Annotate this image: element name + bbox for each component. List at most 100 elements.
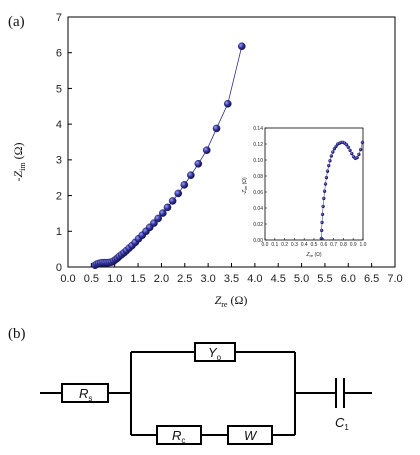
inset-x-tick-label: 0.8 [340,242,347,248]
inset-y-tick-label: 0.14 [253,126,263,132]
inset-x-tick-label: 0.6 [320,242,327,248]
inset-y-label-unit: (Ω) [242,177,248,184]
inset-x-tick-label: 1.0 [360,242,367,248]
inset-data-point [334,144,338,149]
inset-data-point [323,182,328,186]
main-y-label-sub: im [18,162,27,171]
inset-data-point [319,228,324,233]
main-y-tick-label: 7 [56,12,62,24]
rs-label: Rs [79,386,92,403]
inset-data-point [331,150,335,154]
main-y-label-prefix: -Z [11,171,25,182]
inset-data-point [355,155,359,160]
inset-data-point [320,212,325,217]
inset-data-point [322,189,327,193]
inset-y-tick-label: 0.12 [253,142,263,148]
inset-data-point [325,169,330,173]
main-y-tick-label: 5 [56,83,62,95]
main-data-point [187,171,195,180]
main-x-label-unit: (Ω) [230,293,247,307]
main-x-tick-label: 5.5 [317,273,332,285]
inset-series [319,140,365,241]
main-data-point [154,214,162,223]
inset-plot-frame [264,127,364,241]
main-series [91,42,246,270]
main-x-label-main: Z [215,293,222,307]
rc-label: Rc [172,428,185,445]
inset-x-label-main: Z [305,252,310,258]
inset-y-axis-label: -Zim (Ω) [242,177,248,195]
inset-data-point [320,220,324,225]
main-y-tick-label: 4 [56,119,62,131]
main-data-point [168,197,177,205]
inset-data-point [327,163,331,168]
inset-x-tick-label: 0.9 [350,242,357,248]
inset-x-ticks: 0.0 0.1 0.2 0.3 0.4 0.5 0.6 0.7 0.8 0.9 1.0 [262,238,367,248]
inset-y-tick-label: 0.04 [253,206,263,212]
main-data-point [194,159,203,168]
inset-data-point [346,145,350,149]
inset-data-point [357,152,361,157]
main-x-tick-label: 6.5 [364,273,379,285]
main-x-tick-label: 0.0 [60,273,75,285]
main-x-tick-label: 5.0 [294,273,309,285]
main-x-label-sub: re [221,300,228,309]
main-x-tick-label: 2.0 [154,273,169,285]
inset-data-point [360,140,365,145]
main-x-tick-label: 3.5 [224,273,239,285]
inset-data-point [321,204,325,209]
inset-y-label-sub: im [243,185,248,190]
inset-x-tick-label: 0.5 [311,242,318,248]
main-y-axis-label: -Zim (Ω) [11,142,27,181]
main-y-tick-label: 3 [56,155,62,167]
main-x-tick-label: 4.5 [271,273,286,285]
inset-x-axis-label: Zre (Ω) [305,252,321,258]
inset-x-label-unit: (Ω) [314,252,321,258]
main-y-label-unit: (Ω) [11,142,25,159]
main-x-tick-label: 0.5 [84,273,99,285]
main-y-tick-label: 6 [56,48,62,60]
main-x-tick-label: 7.0 [387,273,402,285]
inset-data-point [344,143,349,147]
inset-x-tick-label: 0.2 [281,242,288,248]
inset-data-point [324,175,329,180]
main-data-point [202,146,211,155]
inset-data-point [319,236,324,241]
inset-y-ticks: 0.00 0.02 0.04 0.06 0.08 0.10 0.12 0.14 [253,126,267,244]
inset-x-tick-label: 0.4 [301,242,308,248]
main-data-point [237,42,246,51]
inset-x-tick-label: 0.7 [330,242,337,248]
inset-x-tick-label: 0.0 [262,242,269,248]
main-data-point [223,99,232,108]
main-x-ticks: 0.0 0.5 1.0 1.5 2.0 2.5 3.0 3.5 4.0 4.5 5.0 5.5 6.0 6… [60,263,403,285]
inset-y-tick-label: 0.06 [253,190,263,196]
equivalent-circuit [40,342,372,445]
yo-label: Yo [208,345,222,362]
main-data-point [174,189,183,198]
main-data-point [180,181,189,189]
main-y-tick-label: 0 [56,262,62,274]
panel-a-label: (a) [8,14,25,30]
inset-data-point [332,147,337,151]
main-data-point [212,124,221,133]
inset-x-tick-label: 0.1 [271,242,278,248]
inset-data-point [348,148,352,153]
main-y-tick-label: 2 [56,190,62,202]
inset-data-point [350,151,354,156]
w-label: W [244,428,258,443]
main-x-tick-label: 4.0 [247,273,262,285]
inset-x-label-sub: re [310,253,314,258]
inset-y-tick-label: 0.10 [253,158,263,164]
inset-x-tick-label: 0.3 [291,242,298,248]
main-x-tick-label: 1.0 [107,273,122,285]
inset-y-tick-label: 0.08 [253,174,263,180]
inset-data-point [328,159,332,163]
inset-data-point [329,154,334,158]
main-data-point [159,209,167,217]
main-series-line [94,46,243,266]
main-x-tick-label: 3.0 [200,273,215,285]
inset-y-label-prefix: -Z [242,189,248,195]
main-data-point [163,203,172,212]
main-x-axis-label: Zre (Ω) [215,293,248,309]
